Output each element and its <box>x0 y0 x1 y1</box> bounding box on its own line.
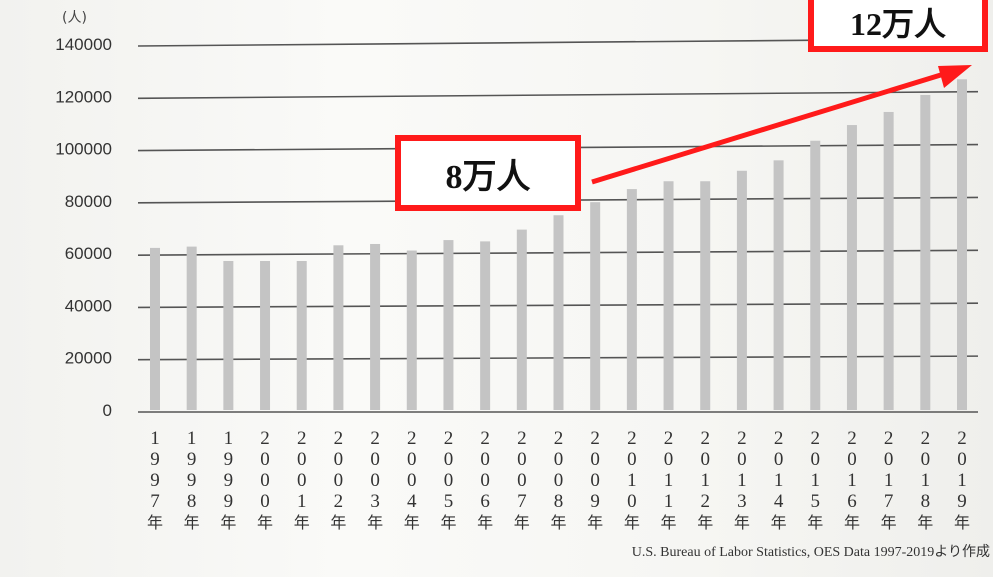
bar <box>443 240 454 410</box>
callout-12man-text: 12万人 <box>849 6 946 42</box>
bar <box>223 260 234 410</box>
bar <box>370 243 381 410</box>
y-tick-label: 0 <box>103 401 112 420</box>
bar <box>626 189 637 410</box>
bar <box>663 181 674 410</box>
bar <box>260 260 271 410</box>
callout-8man-text: 8万人 <box>445 158 531 196</box>
callout-8man: 8万人 <box>395 135 581 211</box>
bar <box>516 229 527 410</box>
bar <box>846 125 857 411</box>
bar <box>773 160 784 410</box>
source-note: U.S. Bureau of Labor Statistics, OES Dat… <box>632 544 990 560</box>
y-tick-label: 40000 <box>65 296 112 315</box>
y-tick-label: 20000 <box>65 349 112 368</box>
bar <box>296 260 307 410</box>
y-tick-label: 140000 <box>55 35 112 54</box>
bar <box>333 245 344 410</box>
bar <box>883 111 894 410</box>
y-axis-unit-label: (人) <box>62 10 87 26</box>
gridline <box>137 90 979 100</box>
y-tick-label: 60000 <box>65 244 112 263</box>
bar <box>480 241 491 410</box>
callout-12man: 12万人 <box>808 0 988 52</box>
growth-arrow <box>591 67 958 185</box>
bar <box>700 181 711 410</box>
bar <box>553 215 564 410</box>
y-tick-label: 80000 <box>65 192 112 211</box>
y-tick-label: 120000 <box>55 87 112 106</box>
bar <box>957 79 967 411</box>
bar <box>810 140 821 410</box>
bar <box>150 247 160 410</box>
growth-arrow-head <box>938 65 972 88</box>
bar <box>920 94 931 410</box>
y-tick-label: 100000 <box>55 140 112 159</box>
bar <box>590 202 601 410</box>
bar <box>406 250 417 410</box>
bar <box>186 246 197 410</box>
bar <box>736 170 747 410</box>
